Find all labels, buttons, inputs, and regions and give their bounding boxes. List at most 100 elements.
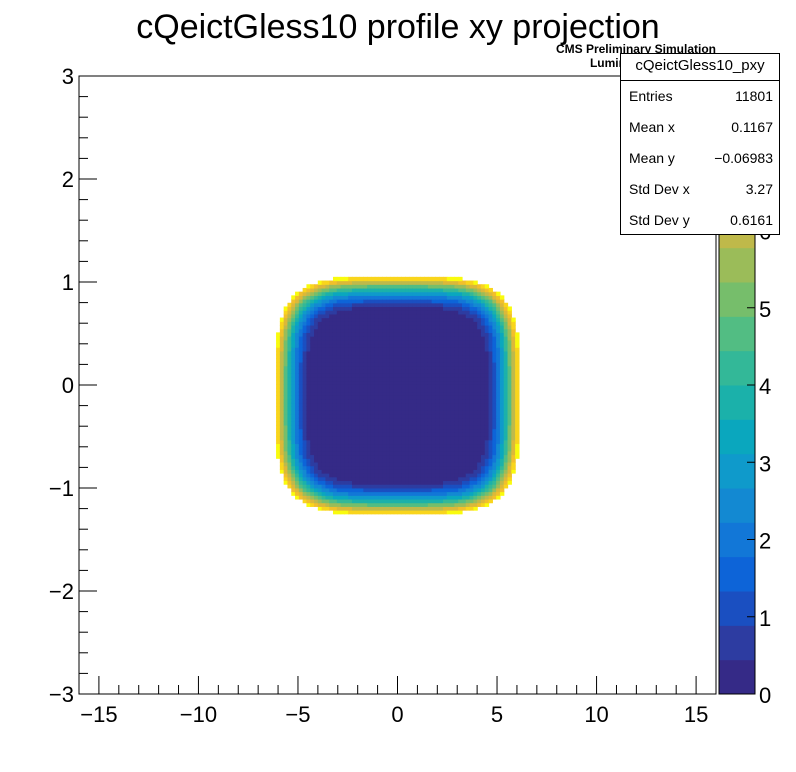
heatmap-cell [276, 428, 281, 433]
heatmap-cell [386, 310, 391, 315]
heatmap-cell [321, 321, 326, 326]
heatmap-cell [321, 473, 326, 478]
heatmap-cell [424, 447, 429, 452]
heatmap-cell [374, 350, 380, 356]
heatmap-cell [279, 361, 285, 367]
heatmap-cell [344, 387, 349, 393]
heatmap-cell [477, 402, 482, 407]
heatmap-cell [484, 484, 490, 489]
heatmap-cell [287, 424, 292, 430]
heatmap-cell [496, 317, 501, 322]
heatmap-cell [477, 469, 482, 474]
heatmap-cell [298, 387, 304, 393]
heatmap-cell [355, 280, 361, 285]
heatmap-cell [450, 495, 456, 500]
heatmap-cell [298, 465, 304, 470]
heatmap-cell [287, 402, 292, 407]
heatmap-cell [370, 361, 376, 367]
heatmap-cell [355, 402, 361, 407]
heatmap-cell [503, 313, 509, 319]
heatmap-cell [484, 421, 490, 426]
heatmap-cell [321, 476, 326, 482]
heatmap-cell [446, 302, 452, 308]
heatmap-cell [469, 387, 474, 393]
heatmap-cell [276, 443, 281, 448]
heatmap-cell [321, 295, 326, 300]
heatmap-cell [458, 361, 463, 367]
heatmap-cell [348, 343, 353, 348]
heatmap-cell [496, 395, 501, 400]
heatmap-cell [317, 410, 323, 415]
heatmap-cell [420, 284, 425, 289]
heatmap-cell [306, 469, 311, 474]
heatmap-cell [484, 350, 490, 356]
heatmap-cell [462, 336, 467, 341]
heatmap-cell [325, 328, 330, 333]
heatmap-cell [355, 413, 361, 419]
heatmap-cell [340, 343, 345, 348]
heatmap-cell [397, 310, 402, 315]
heatmap-cell [496, 332, 501, 337]
heatmap-cell [439, 410, 444, 415]
heatmap-cell [351, 506, 357, 511]
heatmap-cell [382, 391, 387, 396]
heatmap-cell [412, 332, 418, 337]
heatmap-cell [370, 391, 376, 396]
heatmap-cell [435, 350, 440, 356]
heatmap-cell [477, 387, 482, 393]
heatmap-cell [424, 332, 429, 337]
heatmap-cell [389, 506, 395, 511]
heatmap-cell [344, 328, 349, 333]
heatmap-cell [484, 324, 490, 330]
heatmap-cell [367, 454, 372, 459]
heatmap-cell [412, 317, 418, 322]
heatmap-cell [382, 376, 387, 382]
heatmap-cell [314, 306, 319, 311]
heatmap-cell [295, 387, 300, 393]
heatmap-cell [515, 428, 520, 433]
heatmap-cell [408, 461, 414, 467]
x-tick-label: −15 [80, 702, 117, 727]
heatmap-cell [416, 387, 421, 393]
heatmap-cell [469, 498, 474, 504]
heatmap-cell [310, 343, 315, 348]
heatmap-cell [363, 417, 368, 422]
heatmap-cell [477, 380, 482, 385]
heatmap-cell [454, 310, 459, 315]
heatmap-cell [340, 369, 345, 374]
heatmap-cell [435, 391, 440, 396]
heatmap-cell [298, 484, 304, 489]
colorbar-segment [719, 385, 755, 420]
heatmap-cell [306, 491, 311, 496]
heatmap-cell [401, 361, 406, 367]
heatmap-cell [443, 428, 448, 433]
heatmap-cell [458, 284, 463, 289]
heatmap-cell [370, 476, 376, 482]
heatmap-cell [332, 406, 338, 411]
heatmap-cell [348, 350, 353, 356]
heatmap-cell [332, 299, 338, 304]
heatmap-cell [435, 354, 440, 359]
heatmap-cell [503, 473, 509, 478]
heatmap-cell [310, 465, 315, 470]
heatmap-cell [298, 447, 304, 452]
heatmap-cell [477, 487, 482, 493]
heatmap-cell [302, 410, 308, 415]
heatmap-cell [382, 476, 387, 482]
heatmap-cell [302, 458, 308, 463]
heatmap-cell [511, 380, 516, 385]
heatmap-cell [378, 424, 383, 430]
heatmap-cell [325, 302, 330, 308]
heatmap-cell [511, 399, 516, 404]
heatmap-cell [469, 432, 474, 437]
heatmap-cell [340, 495, 345, 500]
heatmap-cell [382, 287, 387, 293]
heatmap-cell [291, 380, 296, 385]
heatmap-cell [393, 295, 399, 300]
heatmap-cell [348, 406, 353, 411]
heatmap-cell [382, 495, 387, 500]
heatmap-cell [344, 299, 349, 304]
heatmap-cell [420, 295, 425, 300]
heatmap-cell [321, 313, 326, 319]
heatmap-cell [420, 439, 425, 445]
